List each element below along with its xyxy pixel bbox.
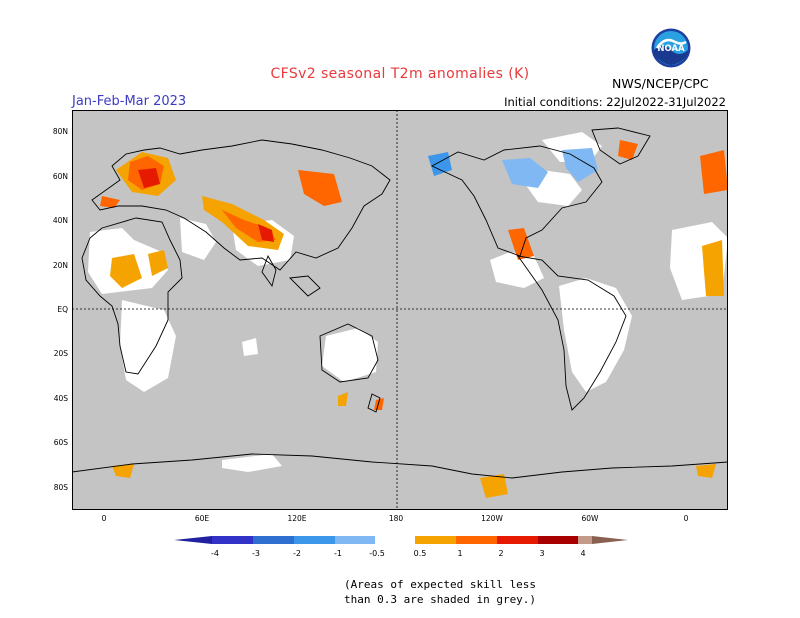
lat-label: 60S (53, 438, 68, 447)
colorbar-segment (592, 536, 628, 544)
skill-note-line: (Areas of expected skill less (344, 578, 537, 591)
lon-label: 60W (581, 514, 599, 523)
colorbar-tick: -2 (293, 549, 301, 558)
lon-label: 120W (481, 514, 503, 523)
skill-note: (Areas of expected skill less than 0.3 a… (344, 577, 536, 607)
colorbar-segment (294, 536, 335, 544)
colorbar-segment (212, 536, 253, 544)
warm-anomaly-areas (100, 140, 728, 498)
colorbar-segment (538, 536, 578, 544)
colorbar-tick: 4 (580, 549, 585, 558)
colorbar-tick: -0.5 (369, 549, 385, 558)
lon-label: 60E (194, 514, 210, 523)
anomaly-map (72, 110, 728, 510)
colorbar-segment (335, 536, 375, 544)
colorbar-tick: -3 (252, 549, 260, 558)
colorbar-segment (456, 536, 497, 544)
lat-label: EQ (57, 305, 68, 314)
skill-note-line: than 0.3 are shaded in grey.) (344, 593, 537, 606)
graticule (72, 110, 728, 510)
lat-label: 20S (53, 349, 68, 358)
lat-label: 20N (52, 261, 68, 270)
colorbar-segment (578, 536, 592, 544)
initial-conditions: Initial conditions: 22Jul2022-31Jul2022 (504, 95, 726, 109)
colorbar-tick: -4 (211, 549, 219, 558)
logo-text: NOAA (657, 44, 685, 54)
colorbar-segment (415, 536, 456, 544)
lat-label: 60N (52, 172, 68, 181)
cool-anomaly-areas (428, 148, 598, 188)
lon-label: 180 (388, 514, 404, 523)
lat-label: 40S (53, 394, 68, 403)
colorbar-tick: -1 (334, 549, 342, 558)
coastlines (72, 127, 728, 479)
colorbar-tick: 0.5 (414, 549, 427, 558)
noaa-logo: NOAA (651, 28, 691, 68)
colorbar: -4 -3 -2 -1 -0.5 0.5 1 2 3 4 (174, 536, 628, 558)
chart-title: CFSv2 seasonal T2m anomalies (K) (270, 66, 530, 82)
colorbar-segment (253, 536, 294, 544)
colorbar-segment (174, 536, 212, 544)
colorbar-segment (497, 536, 538, 544)
lon-label: 0 (683, 514, 689, 523)
lat-label: 40N (52, 216, 68, 225)
colorbar-segment (375, 536, 415, 544)
lat-label: 80S (53, 483, 68, 492)
colorbar-tick: 1 (457, 549, 462, 558)
lon-label: 120E (287, 514, 307, 523)
colorbar-tick: 2 (498, 549, 503, 558)
organization-label: NWS/NCEP/CPC (612, 76, 709, 91)
forecast-period: Jan-Feb-Mar 2023 (72, 94, 187, 109)
lon-label: 0 (101, 514, 107, 523)
lat-label: 80N (52, 127, 68, 136)
colorbar-tick: 3 (539, 549, 544, 558)
